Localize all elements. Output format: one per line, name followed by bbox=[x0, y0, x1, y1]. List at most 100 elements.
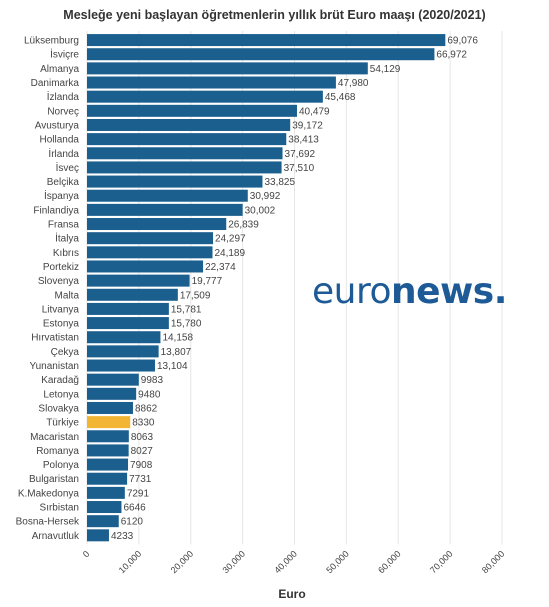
category-label: Polonya bbox=[43, 460, 80, 471]
category-label: Malta bbox=[55, 290, 80, 301]
value-label: 9983 bbox=[141, 375, 164, 386]
x-tick-label: 70,000 bbox=[428, 549, 455, 576]
x-axis-ticks: 0 10,000 20,000 30,000 40,000 50,000 60,000 70,… bbox=[81, 549, 507, 576]
value-label: 26,839 bbox=[228, 220, 259, 231]
x-tick-label: 10,000 bbox=[117, 549, 144, 576]
bar bbox=[87, 416, 131, 429]
category-label: Romanya bbox=[36, 446, 79, 457]
bar bbox=[87, 458, 129, 471]
value-label: 24,297 bbox=[215, 234, 246, 245]
value-label: 19,777 bbox=[192, 276, 223, 287]
bar bbox=[87, 345, 159, 358]
value-label: 9480 bbox=[138, 389, 161, 400]
category-label: Kıbrıs bbox=[53, 248, 79, 259]
value-label: 8027 bbox=[131, 446, 154, 457]
value-label: 17,509 bbox=[180, 290, 211, 301]
category-label: Finlandiya bbox=[33, 205, 79, 216]
value-label: 37,692 bbox=[285, 149, 316, 160]
bars bbox=[87, 34, 446, 542]
value-label: 14,158 bbox=[162, 333, 193, 344]
gridlines bbox=[86, 31, 503, 545]
bar bbox=[87, 246, 213, 259]
value-label: 37,510 bbox=[284, 163, 315, 174]
value-label: 22,374 bbox=[205, 262, 236, 273]
category-label: Arnavutluk bbox=[32, 531, 80, 542]
bar bbox=[87, 118, 291, 131]
value-label: 8063 bbox=[131, 432, 154, 443]
bar bbox=[87, 260, 204, 273]
bar bbox=[87, 288, 178, 301]
category-label: İtalya bbox=[55, 232, 79, 245]
bar bbox=[87, 515, 119, 528]
category-label: Sırbistan bbox=[40, 503, 79, 514]
category-label: Slovenya bbox=[38, 276, 80, 287]
bar bbox=[87, 401, 133, 414]
category-label: Almanya bbox=[40, 64, 79, 75]
x-axis-title: Euro bbox=[278, 587, 305, 601]
bar bbox=[87, 359, 155, 372]
category-label: Bosna-Hersek bbox=[16, 517, 80, 528]
bar bbox=[87, 218, 227, 231]
category-label: Estonya bbox=[43, 319, 80, 330]
category-label: Portekiz bbox=[43, 262, 79, 273]
bar bbox=[87, 501, 122, 514]
bar bbox=[87, 189, 248, 202]
category-label: Bulgaristan bbox=[29, 474, 79, 485]
x-tick-label: 50,000 bbox=[324, 549, 351, 576]
value-label: 15,780 bbox=[171, 319, 202, 330]
value-label: 4233 bbox=[111, 531, 134, 542]
bar bbox=[87, 444, 129, 457]
category-label: İzlanda bbox=[47, 90, 80, 103]
bar bbox=[87, 161, 282, 174]
category-label: K.Makedonya bbox=[18, 488, 80, 499]
value-label: 7291 bbox=[127, 488, 150, 499]
category-label: İsveç bbox=[56, 161, 79, 174]
category-label: Danimarka bbox=[31, 78, 80, 89]
category-label: Macaristan bbox=[30, 432, 79, 443]
bar bbox=[87, 48, 435, 61]
category-label: Letonya bbox=[43, 389, 79, 400]
value-label: 24,189 bbox=[214, 248, 245, 259]
bar bbox=[87, 430, 129, 443]
bar bbox=[87, 62, 368, 75]
value-label: 54,129 bbox=[370, 64, 401, 75]
category-label: Belçika bbox=[47, 177, 80, 188]
value-label: 38,413 bbox=[288, 135, 319, 146]
euronews-logo: euronews. bbox=[312, 271, 507, 312]
value-label: 7731 bbox=[129, 474, 152, 485]
bar bbox=[87, 175, 263, 188]
x-tick-label: 30,000 bbox=[221, 549, 248, 576]
category-label: Türkiye bbox=[46, 418, 79, 429]
bar bbox=[87, 317, 169, 330]
bar bbox=[87, 472, 128, 485]
category-label: Çekya bbox=[51, 347, 80, 358]
value-label: 8862 bbox=[135, 403, 158, 414]
bar bbox=[87, 34, 446, 47]
value-label: 13,104 bbox=[157, 361, 188, 372]
value-label: 6120 bbox=[121, 517, 144, 528]
bar bbox=[87, 147, 283, 160]
value-label: 30,992 bbox=[250, 191, 281, 202]
bar bbox=[87, 274, 190, 287]
value-label: 8330 bbox=[132, 418, 155, 429]
category-label: Litvanya bbox=[42, 304, 80, 315]
bar bbox=[87, 331, 161, 344]
bar bbox=[87, 232, 214, 245]
category-label: Hollanda bbox=[40, 135, 80, 146]
bar bbox=[87, 373, 139, 386]
bar bbox=[87, 302, 169, 315]
category-label: Yunanistan bbox=[30, 361, 80, 372]
x-tick-label: 60,000 bbox=[376, 549, 403, 576]
bar bbox=[87, 529, 109, 542]
category-label: Karadağ bbox=[41, 375, 79, 386]
x-tick-label: 40,000 bbox=[272, 549, 299, 576]
bar bbox=[87, 486, 125, 499]
chart-title: Mesleğe yeni başlayan öğretmenlerin yıll… bbox=[63, 8, 486, 22]
value-label: 39,172 bbox=[292, 120, 323, 131]
category-label: Lüksemburg bbox=[24, 36, 79, 47]
bar bbox=[87, 203, 243, 216]
category-label: İsviçre bbox=[50, 48, 79, 61]
